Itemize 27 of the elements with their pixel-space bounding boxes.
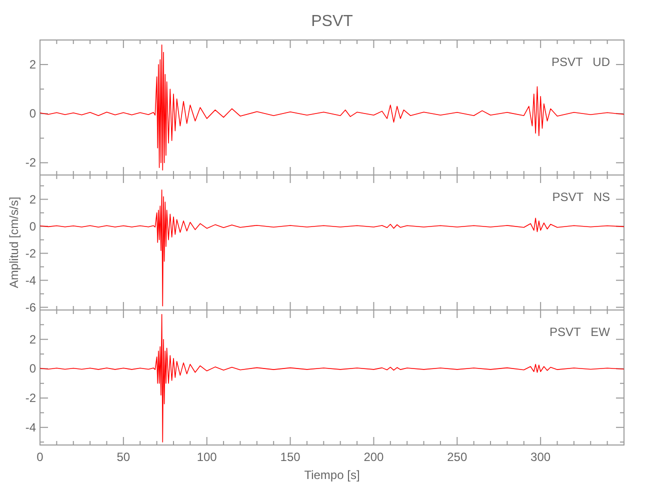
x-tick-label: 100 xyxy=(196,450,218,464)
y-tick-label: -2 xyxy=(25,246,36,260)
x-tick-label: 50 xyxy=(116,450,130,464)
x-tick-label: 150 xyxy=(280,450,301,464)
x-axis-title: Tiempo [s] xyxy=(304,468,360,482)
line-series xyxy=(40,189,624,306)
x-tick-label: 200 xyxy=(364,450,384,464)
y-tick-label: -4 xyxy=(25,273,36,288)
y-axis-title: Amplitud [cm/s/s] xyxy=(7,196,21,288)
y-tick-label: 2 xyxy=(29,58,36,72)
y-tick-label: 0 xyxy=(29,219,36,234)
x-tick-label: 300 xyxy=(530,450,551,464)
annotation: PSVT UD xyxy=(552,55,610,69)
chart-title: PSVT xyxy=(311,13,354,30)
y-tick-label: 0 xyxy=(29,362,36,376)
y-tick-label: -4 xyxy=(25,420,36,434)
y-tick-label: -2 xyxy=(25,391,36,406)
line-series xyxy=(40,44,624,170)
y-tick-label: 2 xyxy=(29,332,36,346)
y-tick-label: 0 xyxy=(29,106,36,121)
y-tick-label: -6 xyxy=(25,300,36,314)
y-tick-label: -2 xyxy=(25,156,36,170)
x-tick-label: 250 xyxy=(447,450,468,464)
line-series xyxy=(40,314,624,442)
annotation: PSVT EW xyxy=(550,325,611,339)
annotation: PSVT NS xyxy=(552,190,610,204)
y-tick-label: 2 xyxy=(29,192,36,206)
